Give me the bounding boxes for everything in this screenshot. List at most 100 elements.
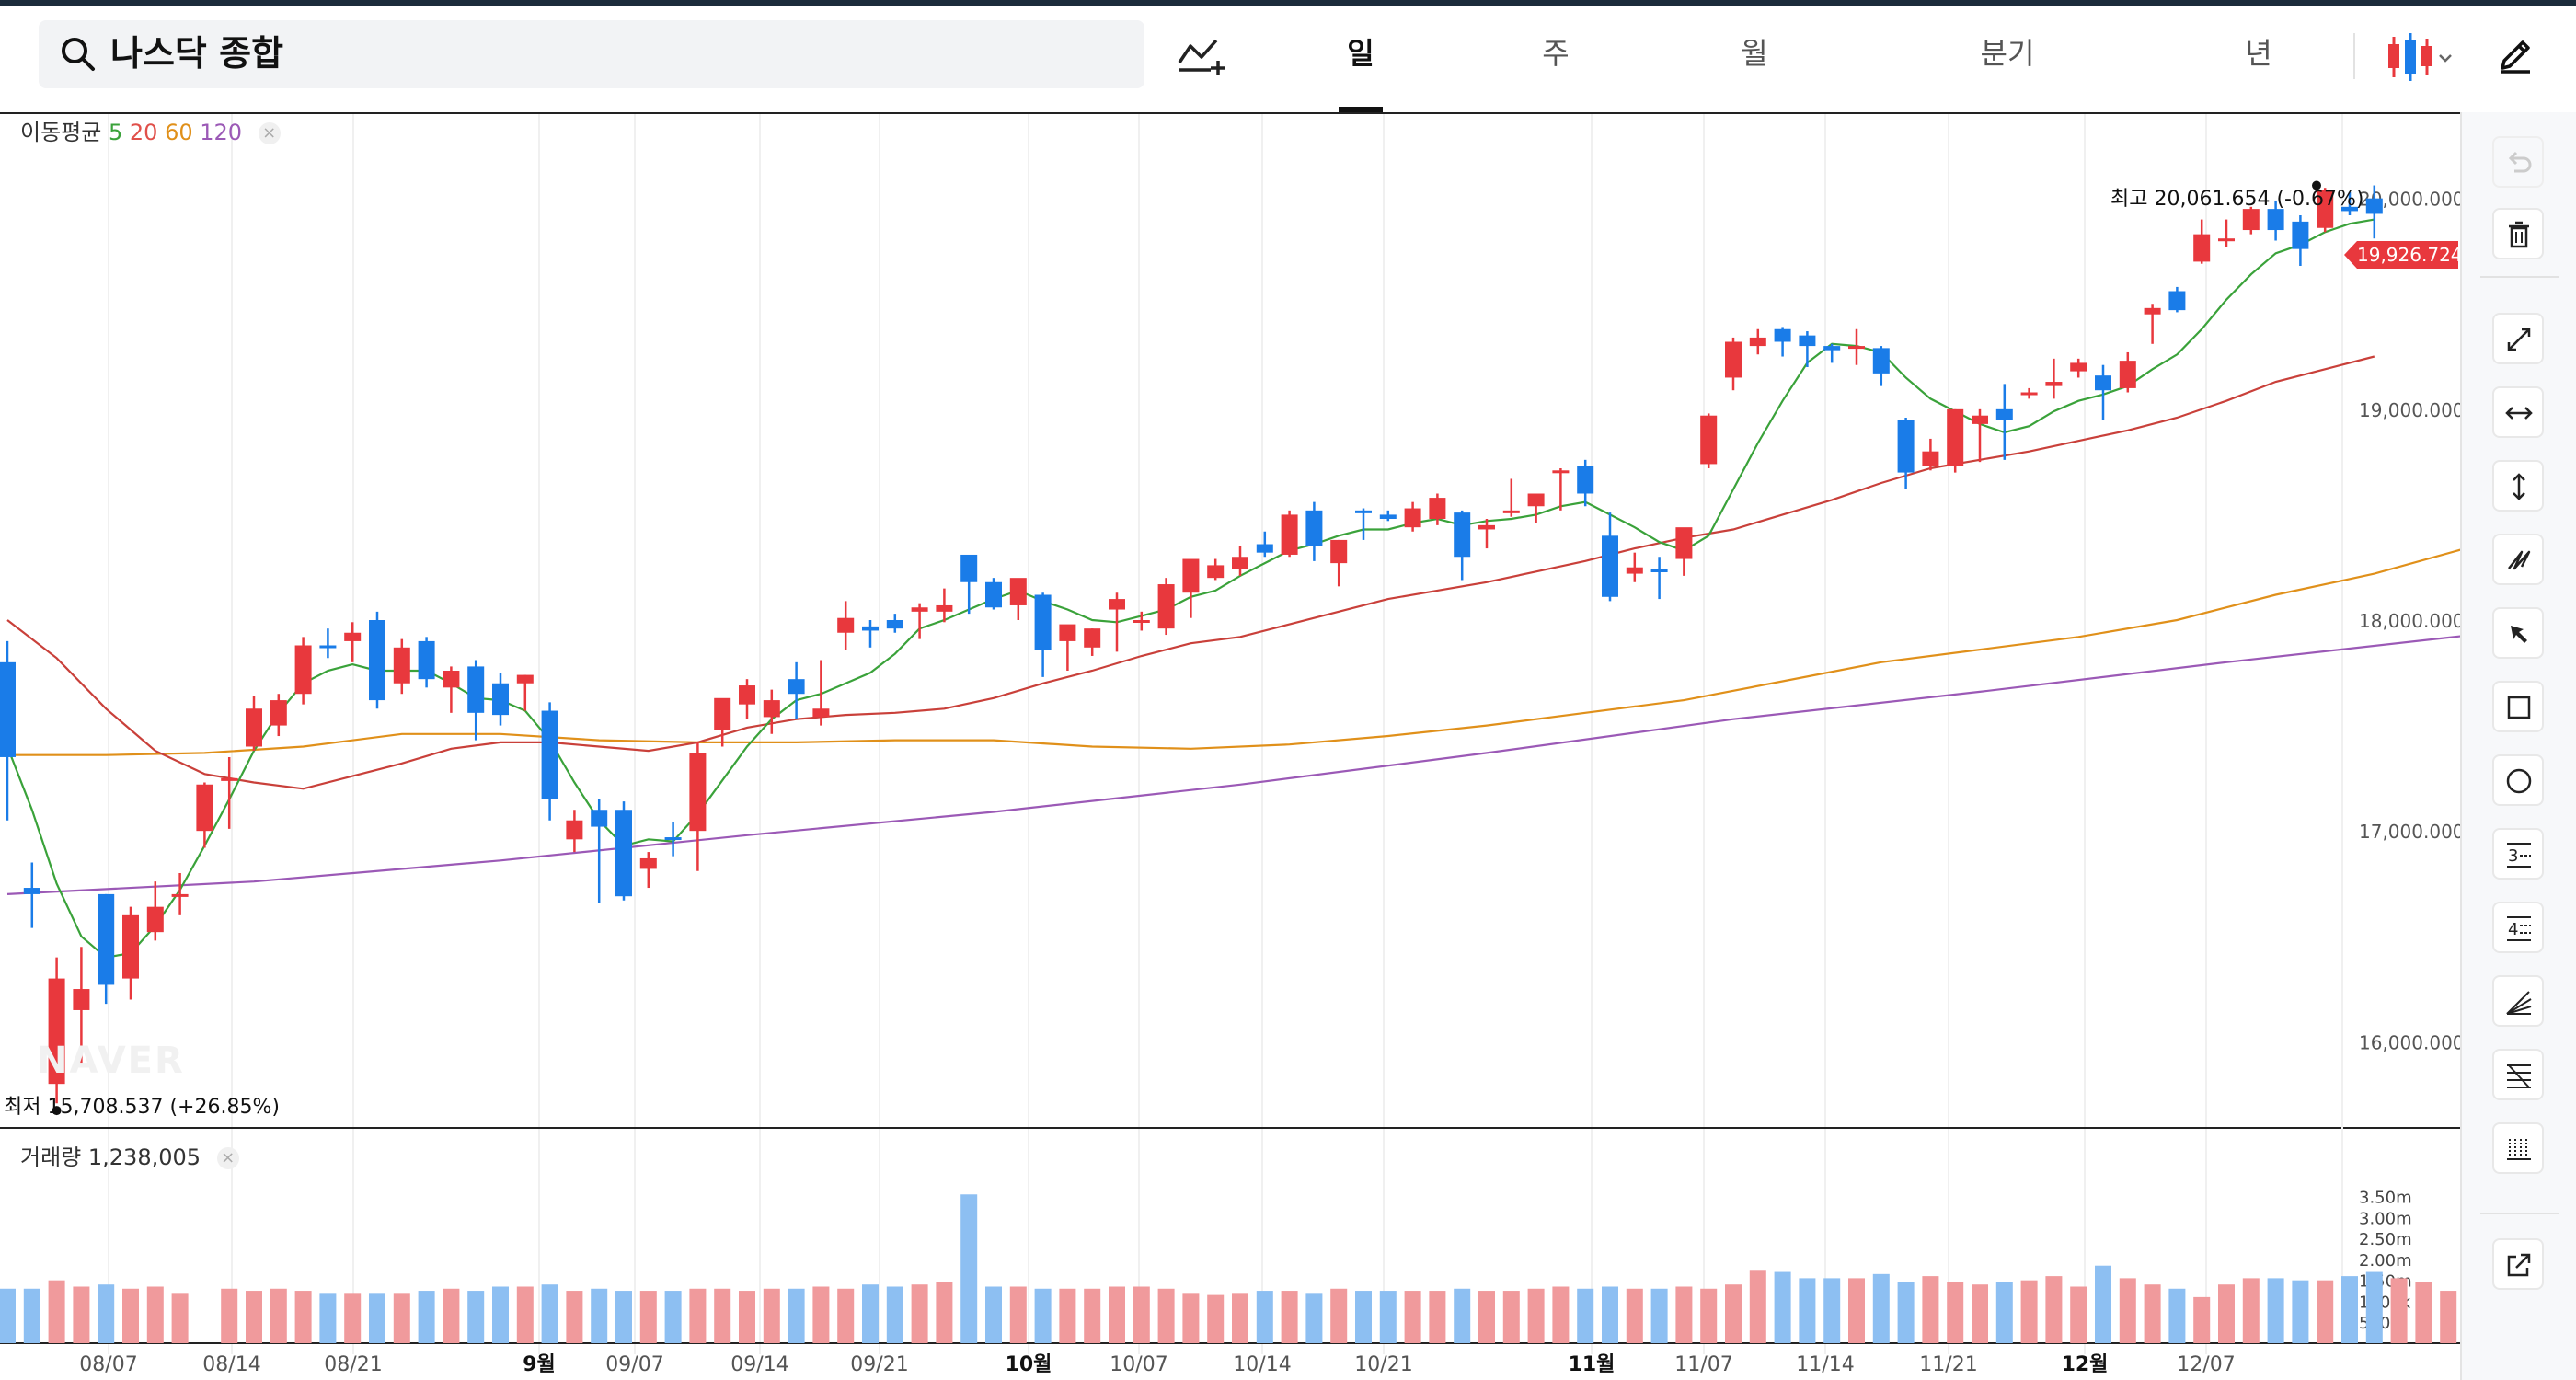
volume-bar	[1207, 1294, 1225, 1343]
volume-bar	[1182, 1293, 1200, 1343]
volume-bar	[2365, 1271, 2383, 1343]
volume-bar	[936, 1282, 953, 1343]
candle	[1823, 343, 1841, 363]
volume-bar	[886, 1286, 903, 1343]
high-price-label: 최고 20,061.654 (-0.67%)	[2110, 182, 2363, 212]
candle	[196, 782, 213, 848]
candle	[2292, 215, 2309, 266]
volume-bar	[2390, 1278, 2408, 1343]
x-tick-label: 12월	[2062, 1353, 2109, 1376]
four-wave-tool[interactable]: 4	[2492, 902, 2544, 953]
volume-bar	[1650, 1288, 1668, 1343]
tab-month[interactable]: 월	[1741, 36, 1768, 71]
ma5-label: 5	[108, 120, 123, 145]
price-chart-area[interactable]: 20,000.000 19,000.000 18,000.000 17,000.000…	[0, 114, 2460, 1380]
candle-body	[1059, 624, 1076, 641]
x-tick-label: 09/21	[850, 1353, 908, 1376]
volume-bar	[319, 1293, 337, 1343]
candle-body	[1454, 512, 1471, 558]
volume-bar	[2440, 1291, 2457, 1343]
candle	[1084, 628, 1101, 656]
tab-quarter[interactable]: 분기	[1980, 36, 2035, 71]
x-tick-label: 11/14	[1796, 1353, 1854, 1376]
candle	[714, 697, 731, 747]
price-tick-label: 17,000.000	[2359, 821, 2460, 843]
vertical-line-tool[interactable]	[2492, 460, 2544, 512]
candle-body	[1429, 498, 1446, 519]
volume-bar	[2144, 1284, 2161, 1343]
candle-body	[2070, 362, 2087, 372]
candle-body	[1305, 510, 1323, 546]
volume-bar	[1922, 1276, 1939, 1343]
candle-body	[1109, 599, 1125, 610]
fibonacci-tool[interactable]	[2492, 1049, 2544, 1100]
volume-bar	[591, 1288, 608, 1343]
remove-volume-icon[interactable]: ×	[216, 1147, 239, 1169]
tab-day[interactable]: 일	[1347, 36, 1374, 71]
volume-bar	[714, 1288, 731, 1343]
candle	[1872, 346, 1890, 386]
candlestick-chart[interactable]: 20,000.00019,000.00018,000.00017,000.000…	[0, 114, 2460, 1380]
freehand-tool[interactable]	[2492, 534, 2544, 585]
candle-body	[2242, 209, 2260, 231]
svg-text:3: 3	[2508, 846, 2518, 866]
tab-week[interactable]: 주	[1542, 36, 1570, 71]
volume-bar	[837, 1288, 855, 1343]
rectangle-tool[interactable]	[2492, 681, 2544, 732]
candle	[763, 689, 780, 734]
search-icon[interactable]	[59, 35, 98, 74]
candle-body	[1207, 565, 1225, 579]
tab-year[interactable]: 년	[2245, 36, 2272, 71]
volume-bar	[1084, 1288, 1101, 1343]
candle-body	[1281, 514, 1298, 555]
volume-bar	[2119, 1278, 2136, 1343]
candle-body	[1034, 594, 1052, 650]
draw-pencil-icon[interactable]	[2495, 35, 2536, 75]
volume-bar	[862, 1284, 879, 1343]
volume-bar	[2292, 1280, 2309, 1343]
remove-ma-icon[interactable]: ×	[258, 122, 281, 144]
share-button[interactable]	[2492, 1238, 2544, 1290]
grid-tool[interactable]	[2492, 1122, 2544, 1174]
price-tick-label: 16,000.000	[2359, 1031, 2460, 1053]
volume-bar	[2242, 1278, 2260, 1343]
ma60-line	[7, 548, 2460, 756]
volume-bar	[467, 1291, 485, 1343]
candle-body	[1330, 539, 1348, 564]
circle-tool[interactable]	[2492, 754, 2544, 806]
chart-type-candle-icon[interactable]	[2383, 31, 2456, 83]
volume-bar	[1626, 1288, 1643, 1343]
candle-body	[1774, 328, 1791, 342]
current-price-tag: 19,926.724	[2344, 241, 2463, 269]
volume-bar	[739, 1291, 755, 1343]
search-box[interactable]: 나스닥 종합	[39, 20, 1144, 88]
volume-bar	[2095, 1265, 2111, 1343]
trendline-tool[interactable]	[2492, 313, 2544, 364]
search-query[interactable]: 나스닥 종합	[110, 33, 284, 74]
three-wave-tool[interactable]: 3	[2492, 828, 2544, 880]
candle-body	[418, 640, 435, 680]
undo-button[interactable]	[2492, 136, 2544, 188]
volume-bar	[1774, 1271, 1791, 1343]
candle	[1848, 328, 1865, 365]
diagonal-line-icon	[2507, 328, 2531, 351]
horizontal-line-tool[interactable]	[2492, 386, 2544, 438]
volume-bar	[1379, 1291, 1397, 1343]
delete-button[interactable]	[2492, 208, 2544, 259]
candle	[171, 873, 189, 915]
candle	[739, 679, 755, 719]
candle	[1527, 493, 1545, 523]
volume-bar	[1799, 1278, 1816, 1343]
candle	[837, 601, 855, 650]
candle-body	[171, 893, 189, 897]
volume-bar	[1577, 1288, 1594, 1343]
volume-bar	[1897, 1282, 1915, 1343]
volume-bar	[689, 1288, 707, 1343]
fan-tool[interactable]	[2492, 975, 2544, 1027]
ma-legend-label: 이동평균	[20, 120, 102, 145]
add-indicator-icon[interactable]	[1176, 33, 1227, 79]
volume-bar	[23, 1288, 40, 1343]
candle	[2045, 358, 2063, 399]
pointer-tool[interactable]	[2492, 607, 2544, 659]
candle	[862, 620, 879, 648]
